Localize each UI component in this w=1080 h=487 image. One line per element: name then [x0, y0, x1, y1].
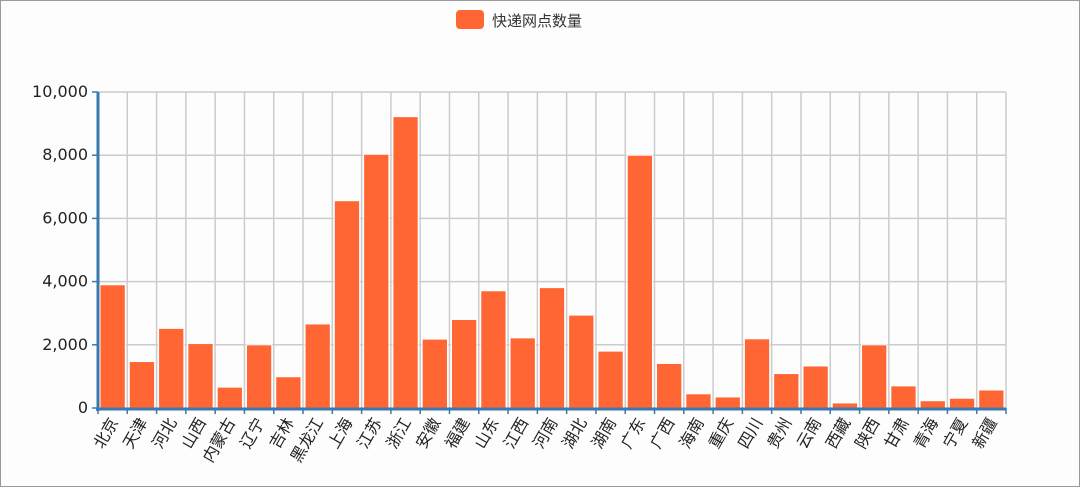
bar-辽宁[interactable]	[245, 344, 273, 409]
x-tick-label: 江西	[500, 415, 532, 452]
x-tick-label: 青海	[910, 415, 942, 452]
bar-安徽[interactable]	[421, 338, 448, 409]
bar-内蒙古[interactable]	[216, 386, 243, 409]
axes	[92, 91, 1007, 414]
x-tick-label: 湖北	[558, 415, 590, 452]
bar-江西[interactable]	[509, 337, 536, 409]
x-tick-label: 广东	[617, 415, 649, 452]
bar-四川[interactable]	[743, 338, 771, 409]
legend-swatch	[456, 10, 484, 29]
y-axis-ticks: 0 2,000 4,000 6,000 8,000 10,000	[32, 82, 88, 417]
x-tick-label: 重庆	[705, 415, 737, 452]
bar-湖北[interactable]	[568, 314, 595, 409]
x-tick-label: 宁夏	[939, 415, 971, 452]
x-tick-label: 福建	[441, 415, 473, 452]
x-tick-label: 安徽	[412, 415, 444, 452]
y-tick-label: 6,000	[42, 208, 88, 227]
x-tick-label: 海南	[675, 415, 707, 452]
y-tick-label: 10,000	[32, 82, 88, 101]
bar-吉林[interactable]	[275, 376, 302, 409]
bar-广西[interactable]	[656, 362, 683, 409]
x-tick-label: 新疆	[968, 415, 1000, 452]
x-tick-label: 河南	[529, 415, 561, 452]
bar-北京[interactable]	[99, 284, 126, 409]
bar-海南[interactable]	[685, 393, 712, 409]
legend[interactable]: 快递网点数量	[456, 10, 582, 30]
bar-湖南[interactable]	[597, 350, 624, 409]
x-tick-label: 云南	[793, 415, 825, 452]
bar-山西[interactable]	[187, 343, 214, 409]
bar-重庆[interactable]	[714, 396, 741, 409]
bars	[99, 116, 1005, 409]
bar-浙江[interactable]	[392, 116, 419, 409]
bar-贵州[interactable]	[773, 373, 800, 409]
bar-甘肃[interactable]	[890, 385, 917, 409]
bar-新疆[interactable]	[978, 389, 1005, 409]
y-tick-label: 8,000	[42, 145, 88, 164]
bar-陕西[interactable]	[861, 344, 888, 409]
bar-云南[interactable]	[802, 365, 829, 409]
bar-青海[interactable]	[919, 400, 946, 409]
x-tick-label: 贵州	[763, 415, 795, 452]
bar-福建[interactable]	[450, 319, 478, 409]
x-tick-label: 西藏	[822, 415, 854, 452]
x-tick-label: 北京	[90, 415, 122, 452]
bar-西藏[interactable]	[831, 402, 859, 409]
bar-天津[interactable]	[128, 361, 156, 409]
x-tick-label: 河北	[148, 415, 180, 452]
x-tick-label: 天津	[119, 415, 151, 452]
bar-河北[interactable]	[158, 327, 185, 409]
bar-上海[interactable]	[333, 200, 361, 409]
bar-河南[interactable]	[538, 287, 566, 409]
legend-label: 快递网点数量	[492, 12, 582, 30]
x-tick-label: 浙江	[383, 415, 415, 452]
x-tick-label: 广西	[646, 415, 678, 452]
x-tick-label: 江苏	[353, 415, 385, 452]
x-tick-label: 上海	[324, 415, 356, 452]
bar-黑龙江[interactable]	[304, 323, 331, 409]
bar-广东[interactable]	[626, 154, 654, 409]
y-tick-label: 4,000	[42, 272, 88, 291]
y-tick-label: 2,000	[42, 335, 88, 354]
x-tick-label: 甘肃	[880, 415, 912, 452]
x-tick-label: 山东	[470, 414, 502, 451]
bar-宁夏[interactable]	[948, 397, 976, 409]
x-tick-label: 辽宁	[236, 415, 268, 452]
bar-山东[interactable]	[480, 290, 507, 409]
y-tick-label: 0	[78, 398, 88, 417]
bar-江苏[interactable]	[363, 153, 390, 409]
x-tick-label: 湖南	[588, 415, 620, 452]
x-tick-label: 四川	[734, 415, 766, 452]
x-tick-label: 陕西	[851, 415, 883, 452]
x-axis-ticks: 北京天津河北山西内蒙古辽宁吉林黑龙江上海江苏浙江安徽福建山东江西河南湖北湖南广东…	[90, 414, 1001, 465]
